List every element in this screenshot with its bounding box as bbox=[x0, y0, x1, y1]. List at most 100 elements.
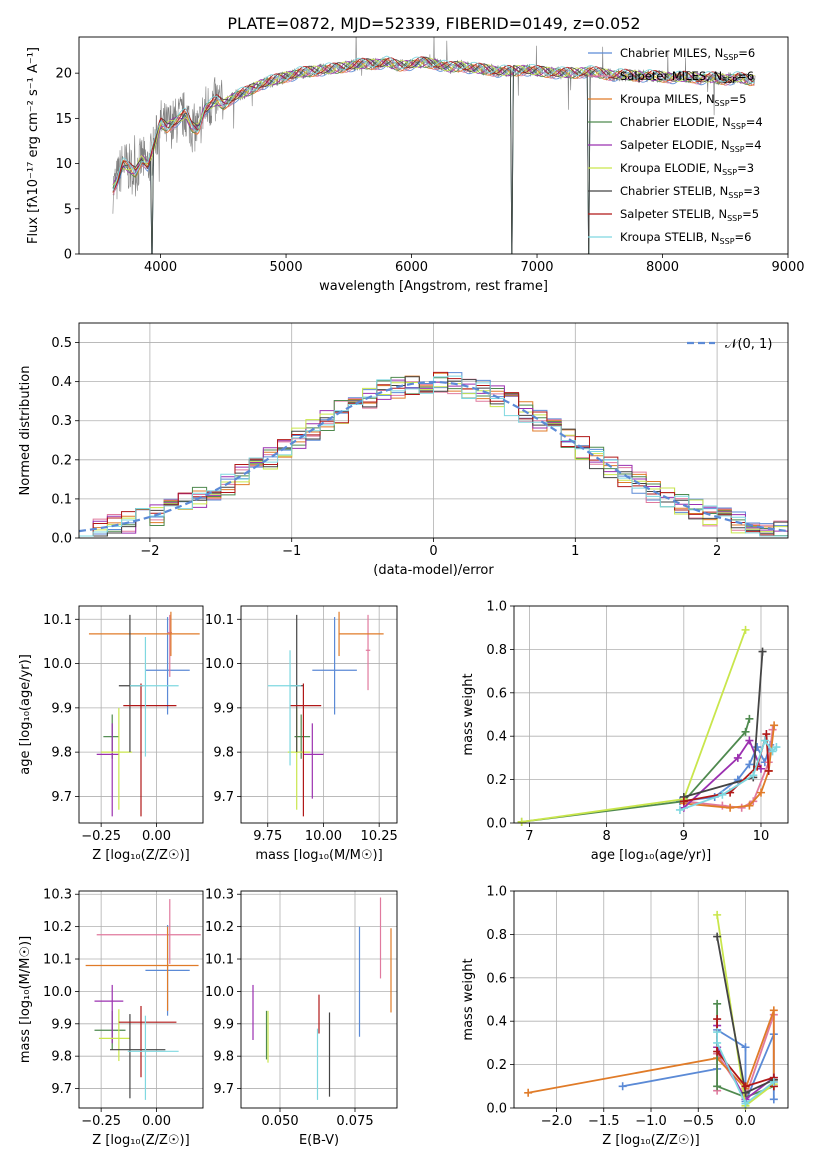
legend-subscript: SSP bbox=[722, 168, 737, 177]
weight-marker bbox=[524, 1088, 533, 1097]
legend-label: Salpeter MILES, NSSP=6 bbox=[620, 69, 754, 85]
weight-marker bbox=[679, 797, 688, 806]
model-spectrum-kroupa-stelib bbox=[112, 55, 755, 191]
x-axis-label: age [log₁₀(age/yr)] bbox=[591, 848, 712, 863]
z-vs-age-panel: −0.25 0.00 9.7 9.8 9.9 10.0 10.1 Z [log₁₀(Z/Z☉)… bbox=[18, 605, 204, 863]
x-axis-label: Z [log₁₀(Z/Z☉)] bbox=[92, 848, 189, 863]
y-tick-label: 0.8 bbox=[486, 643, 507, 658]
legend-text: Salpeter MILES, N bbox=[620, 69, 722, 83]
weight-marker bbox=[713, 910, 722, 919]
weight-marker bbox=[768, 747, 777, 756]
legend-text: Kroupa ELODIE, N bbox=[620, 161, 722, 175]
residual-histogram-panel: −2 −1 0 1 2 0.0 0.1 0.2 0.3 0.4 0.5 (data-model)/er… bbox=[18, 322, 789, 578]
x-tick-label: 9.75 bbox=[253, 829, 282, 844]
y-axis-label: mass weight bbox=[461, 673, 476, 755]
y-tick-label: 9.8 bbox=[51, 1050, 72, 1065]
y-axis-label: mass [log₁₀(M/M☉)] bbox=[18, 936, 33, 1063]
weight-marker bbox=[769, 1095, 778, 1104]
x-axis-label: Z [log₁₀(Z/Z☉)] bbox=[92, 1133, 189, 1148]
x-tick-label: −2 bbox=[140, 544, 159, 559]
legend-subscript: SSP bbox=[728, 191, 743, 200]
axes-frame bbox=[513, 890, 789, 1109]
weight-marker bbox=[713, 1082, 722, 1091]
histogram-kroupa-stelib bbox=[79, 375, 788, 538]
y-tick-label: 9.8 bbox=[213, 1050, 234, 1065]
y-tick-label: 0.5 bbox=[51, 336, 72, 351]
legend-text: Chabrier MILES, N bbox=[620, 46, 723, 60]
x-tick-label: 8 bbox=[602, 829, 610, 844]
legend-subscript: SSP bbox=[727, 214, 742, 223]
y-tick-label: 0.4 bbox=[486, 1015, 507, 1030]
y-tick-label: 0.0 bbox=[51, 532, 72, 547]
mass-vs-age-panel: 9.75 10.00 10.25 9.7 9.8 9.9 10.0 10.1 mass [log… bbox=[205, 605, 398, 863]
y-tick-label: 10.2 bbox=[205, 920, 234, 935]
legend-label: Chabrier MILES, NSSP=6 bbox=[620, 46, 755, 62]
weight-marker bbox=[713, 1015, 722, 1024]
x-tick-label: −2.0 bbox=[541, 1114, 573, 1129]
y-tick-label: 0.8 bbox=[486, 928, 507, 943]
x-tick-label: 8000 bbox=[646, 260, 679, 275]
legend-label: Chabrier STELIB, NSSP=3 bbox=[620, 184, 760, 200]
legend-text: Salpeter ELODIE, N bbox=[620, 138, 730, 152]
weight-marker bbox=[760, 736, 769, 745]
x-axis-label: Z [log₁₀(Z/Z☉)] bbox=[602, 1133, 699, 1148]
weight-line-kroupa-miles bbox=[683, 725, 775, 809]
y-tick-label: 9.8 bbox=[51, 746, 72, 761]
legend-label: Kroupa ELODIE, NSSP=3 bbox=[620, 161, 754, 177]
y-tick-label: 9.8 bbox=[213, 746, 234, 761]
x-tick-label: 9 bbox=[680, 829, 688, 844]
weight-marker bbox=[745, 714, 754, 723]
y-tick-label: 10.0 bbox=[43, 657, 72, 672]
ebv-vs-mass-panel: 0.050 0.075 9.7 9.8 9.9 10.0 10.1 10.2 10.3 E(B-V… bbox=[205, 888, 398, 1148]
weight-marker bbox=[718, 801, 727, 810]
legend-suffix: =5 bbox=[730, 92, 747, 106]
weight-marker bbox=[741, 1082, 750, 1091]
y-tick-label: 0.4 bbox=[486, 730, 507, 745]
axes-frame bbox=[78, 890, 204, 1109]
legend-label: Kroupa STELIB, NSSP=6 bbox=[620, 230, 751, 246]
y-tick-label: 0.0 bbox=[486, 1102, 507, 1117]
y-tick-label: 0.3 bbox=[51, 414, 72, 429]
legend-subscript: SSP bbox=[730, 145, 745, 154]
y-tick-label: 9.7 bbox=[51, 1082, 72, 1097]
x-tick-label: −0.25 bbox=[81, 1114, 121, 1129]
x-tick-label: 0.075 bbox=[336, 1114, 373, 1129]
legend-suffix: =6 bbox=[737, 69, 754, 83]
y-tick-label: 0.1 bbox=[51, 492, 72, 507]
legend-label: Chabrier ELODIE, NSSP=4 bbox=[620, 115, 763, 131]
legend-subscript: SSP bbox=[722, 76, 737, 85]
weight-marker bbox=[756, 788, 765, 797]
z-mass-weight-panel: −2.0 −1.5 −1.0 −0.5 0.0 0.0 0.2 0.4 0.6 0.8 1.0 Z [… bbox=[461, 885, 789, 1148]
legend-suffix: =4 bbox=[746, 115, 763, 129]
y-tick-label: 9.9 bbox=[213, 1017, 234, 1032]
y-tick-label: 1.0 bbox=[486, 600, 507, 615]
gaussian-curve bbox=[78, 380, 789, 533]
y-tick-label: 10.1 bbox=[205, 613, 234, 628]
legend-label: 𝒩(0, 1) bbox=[725, 337, 772, 352]
y-axis-label: Flux [fλ10⁻¹⁷ erg cm⁻² s⁻¹ A⁻¹] bbox=[26, 47, 41, 244]
model-spectrum-salpeter-stelib bbox=[112, 56, 755, 192]
weight-marker bbox=[713, 1038, 722, 1047]
x-tick-label: 1 bbox=[571, 544, 579, 559]
y-tick-label: 0.6 bbox=[486, 686, 507, 701]
y-tick-label: 9.7 bbox=[213, 1082, 234, 1097]
weight-marker bbox=[733, 753, 742, 762]
x-tick-label: 0.050 bbox=[261, 1114, 298, 1129]
z-vs-mass-panel: −0.25 0.00 9.7 9.8 9.9 10.0 10.1 10.2 10.3 Z [log… bbox=[18, 888, 204, 1148]
legend-suffix: =6 bbox=[735, 230, 752, 244]
legend-text: Kroupa STELIB, N bbox=[620, 230, 720, 244]
weight-marker bbox=[762, 730, 771, 739]
y-tick-label: 0.4 bbox=[51, 375, 72, 390]
model-spectrum-kroupa-miles bbox=[112, 58, 755, 193]
x-tick-label: 10.00 bbox=[305, 829, 342, 844]
weight-line-kroupa-elodie bbox=[521, 629, 747, 823]
legend-label: Salpeter ELODIE, NSSP=4 bbox=[620, 138, 762, 154]
x-tick-label: 6000 bbox=[395, 260, 428, 275]
weight-marker bbox=[741, 1099, 750, 1108]
y-axis-label: Normed distribution bbox=[18, 366, 33, 496]
axes-frame bbox=[78, 605, 204, 824]
y-tick-label: 9.9 bbox=[213, 701, 234, 716]
weight-marker bbox=[772, 743, 781, 752]
y-tick-label: 10.0 bbox=[205, 657, 234, 672]
weight-marker bbox=[769, 1077, 778, 1086]
